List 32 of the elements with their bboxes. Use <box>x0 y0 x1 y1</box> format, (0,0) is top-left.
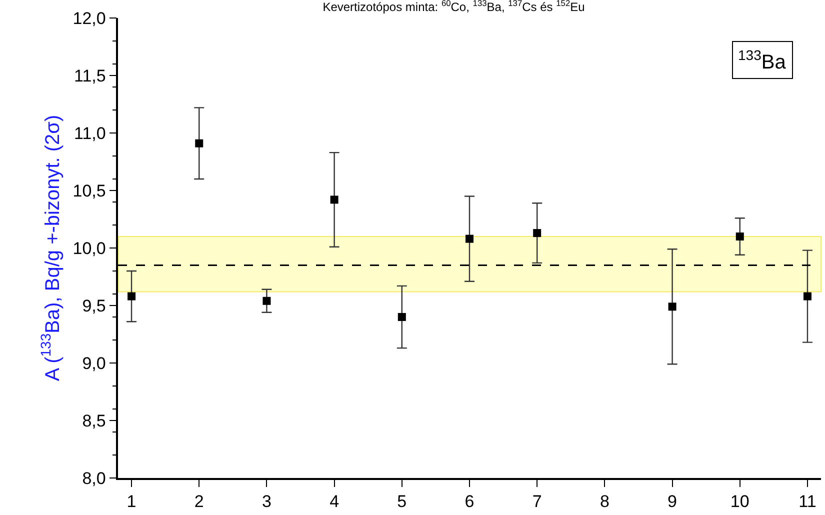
point <box>466 234 474 243</box>
y-tick-label: 12,0 <box>72 8 106 28</box>
x-tick-label: 11 <box>798 492 816 512</box>
x-tick-label: 3 <box>262 492 272 512</box>
y-tick-label: 8,0 <box>82 468 106 488</box>
y-tick-label: 9,5 <box>82 296 106 316</box>
point <box>330 196 338 204</box>
y-tick-label: 11,5 <box>74 66 106 86</box>
x-tick-label: 1 <box>126 492 136 512</box>
y-tick-label: 10,5 <box>72 181 106 200</box>
point <box>533 229 542 238</box>
x-tick-label: 7 <box>532 492 542 512</box>
y-tick-label: 9,0 <box>82 354 106 373</box>
point <box>262 296 271 305</box>
x-tick-label: 10 <box>730 492 750 512</box>
point <box>398 313 406 321</box>
chart-title: Kevertizotópos minta: $^{60}$Co, $^{133}$Ba, $^{137}$Cs és $^{152}$Eu <box>322 0 585 14</box>
point <box>736 232 744 240</box>
point <box>803 292 812 300</box>
x-tick-label: 6 <box>464 492 474 512</box>
y-tick-label: 10,0 <box>72 238 106 258</box>
x-tick-label: 9 <box>668 492 678 512</box>
point <box>195 139 204 148</box>
x-tick-label: 8 <box>600 492 610 512</box>
point <box>668 302 676 311</box>
point <box>128 292 136 300</box>
y-tick-label: 8,5 <box>82 411 106 430</box>
y-tick-label: 11,0 <box>74 124 106 143</box>
x-tick-label: 4 <box>330 492 340 512</box>
x-tick-label: 5 <box>397 492 407 512</box>
x-tick-label: 2 <box>194 492 204 512</box>
annotation: $^{133}$Ba <box>738 47 787 74</box>
